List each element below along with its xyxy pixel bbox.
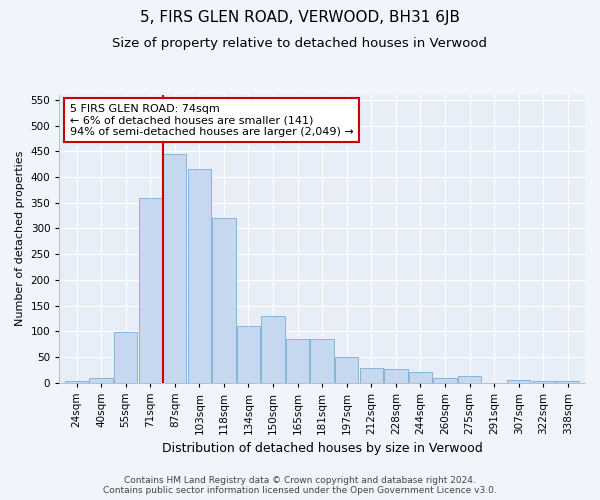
Bar (286, 339, 309, 382)
Bar (262, 316, 285, 382)
Text: 5 FIRS GLEN ROAD: 74sqm
← 6% of detached houses are smaller (141)
94% of semi-de: 5 FIRS GLEN ROAD: 74sqm ← 6% of detached… (70, 104, 353, 137)
Bar (458, 376, 481, 382)
Bar (409, 372, 432, 382)
Text: Size of property relative to detached houses in Verwood: Size of property relative to detached ho… (113, 38, 487, 51)
Bar (335, 357, 358, 382)
Bar (188, 170, 211, 382)
Bar (114, 332, 137, 382)
Text: Contains HM Land Registry data © Crown copyright and database right 2024.
Contai: Contains HM Land Registry data © Crown c… (103, 476, 497, 495)
Bar (163, 154, 187, 382)
Bar (139, 198, 162, 382)
Bar (212, 218, 236, 382)
Y-axis label: Number of detached properties: Number of detached properties (15, 151, 25, 326)
Bar (237, 326, 260, 382)
Bar (310, 339, 334, 382)
Text: 5, FIRS GLEN ROAD, VERWOOD, BH31 6JB: 5, FIRS GLEN ROAD, VERWOOD, BH31 6JB (140, 10, 460, 25)
Bar (556, 381, 580, 382)
Bar (433, 378, 457, 382)
X-axis label: Distribution of detached houses by size in Verwood: Distribution of detached houses by size … (162, 442, 482, 455)
Bar (384, 369, 407, 382)
Bar (507, 380, 530, 382)
Bar (89, 378, 113, 382)
Bar (359, 368, 383, 382)
